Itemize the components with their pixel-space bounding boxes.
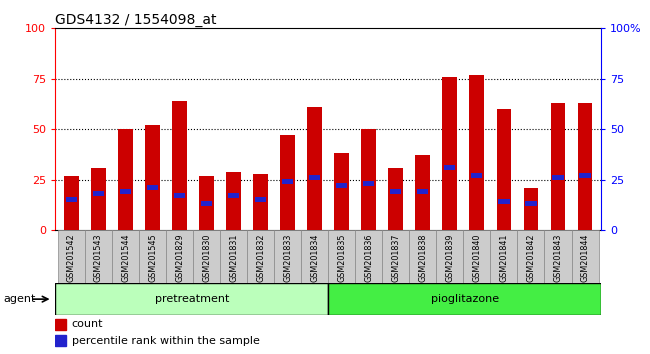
Bar — [254, 173, 268, 230]
Bar — [174, 193, 185, 198]
Bar — [166, 230, 193, 283]
Text: GSM201837: GSM201837 — [391, 234, 400, 282]
Bar — [491, 230, 517, 283]
Bar — [193, 230, 220, 283]
Bar — [274, 230, 301, 283]
Bar — [525, 201, 536, 206]
Bar — [361, 129, 376, 230]
Text: GSM201834: GSM201834 — [310, 234, 319, 282]
Text: GSM201544: GSM201544 — [121, 234, 130, 282]
Text: GSM201543: GSM201543 — [94, 234, 103, 282]
Text: GSM201841: GSM201841 — [499, 234, 508, 282]
Bar — [301, 230, 328, 283]
Bar — [282, 179, 293, 184]
Bar — [201, 201, 212, 206]
Text: pretreatment: pretreatment — [155, 294, 229, 304]
Bar — [523, 188, 538, 230]
Bar — [139, 230, 166, 283]
Bar — [64, 176, 79, 230]
Text: GSM201836: GSM201836 — [364, 234, 373, 282]
Bar — [91, 167, 106, 230]
Text: pioglitazone: pioglitazone — [431, 294, 499, 304]
Text: GSM201842: GSM201842 — [526, 234, 536, 282]
Text: GSM201831: GSM201831 — [229, 234, 238, 282]
Bar — [517, 230, 545, 283]
Bar — [112, 230, 139, 283]
Bar — [578, 103, 592, 230]
Bar — [436, 230, 463, 283]
Bar — [55, 335, 66, 346]
Text: GSM201838: GSM201838 — [419, 234, 427, 282]
Bar — [147, 185, 158, 190]
Bar — [247, 230, 274, 283]
Bar — [463, 230, 491, 283]
Bar — [93, 191, 104, 196]
Bar — [199, 176, 214, 230]
Text: GSM201833: GSM201833 — [283, 234, 292, 282]
Bar — [389, 167, 403, 230]
Bar — [551, 103, 566, 230]
Text: GSM201843: GSM201843 — [554, 234, 562, 282]
Bar — [382, 230, 410, 283]
Bar — [118, 129, 133, 230]
Bar — [545, 230, 571, 283]
Bar — [571, 230, 599, 283]
Bar — [415, 155, 430, 230]
Bar — [307, 107, 322, 230]
Bar — [66, 197, 77, 202]
Bar — [328, 230, 356, 283]
Bar — [443, 77, 458, 230]
Bar — [552, 175, 564, 180]
Text: GSM201832: GSM201832 — [256, 234, 265, 282]
Text: GSM201839: GSM201839 — [445, 234, 454, 282]
Bar — [226, 172, 241, 230]
Bar — [356, 230, 382, 283]
Text: GDS4132 / 1554098_at: GDS4132 / 1554098_at — [55, 13, 216, 27]
Bar — [172, 101, 187, 230]
Text: GSM201835: GSM201835 — [337, 234, 346, 282]
Text: GSM201545: GSM201545 — [148, 234, 157, 282]
Bar — [328, 283, 601, 315]
Text: count: count — [72, 319, 103, 329]
Bar — [309, 175, 320, 180]
Bar — [410, 230, 436, 283]
Text: GSM201829: GSM201829 — [175, 234, 184, 282]
Bar — [255, 197, 266, 202]
Text: percentile rank within the sample: percentile rank within the sample — [72, 336, 259, 346]
Bar — [579, 173, 591, 178]
Bar — [85, 230, 112, 283]
Bar — [445, 165, 456, 170]
Bar — [363, 181, 374, 186]
Bar — [334, 153, 349, 230]
Bar — [55, 319, 66, 330]
Bar — [471, 173, 482, 178]
Text: GSM201844: GSM201844 — [580, 234, 590, 282]
Bar — [497, 109, 512, 230]
Bar — [499, 199, 510, 204]
Bar — [220, 230, 247, 283]
Text: GSM201840: GSM201840 — [473, 234, 482, 282]
Text: GSM201830: GSM201830 — [202, 234, 211, 282]
Bar — [469, 75, 484, 230]
Bar — [336, 183, 347, 188]
Bar — [228, 193, 239, 198]
Bar — [280, 135, 295, 230]
Bar — [390, 189, 402, 194]
Text: GSM201542: GSM201542 — [67, 234, 76, 282]
Bar — [417, 189, 428, 194]
Bar — [120, 189, 131, 194]
Bar — [145, 125, 160, 230]
Text: agent: agent — [3, 294, 36, 304]
Bar — [58, 230, 85, 283]
Bar — [55, 283, 328, 315]
